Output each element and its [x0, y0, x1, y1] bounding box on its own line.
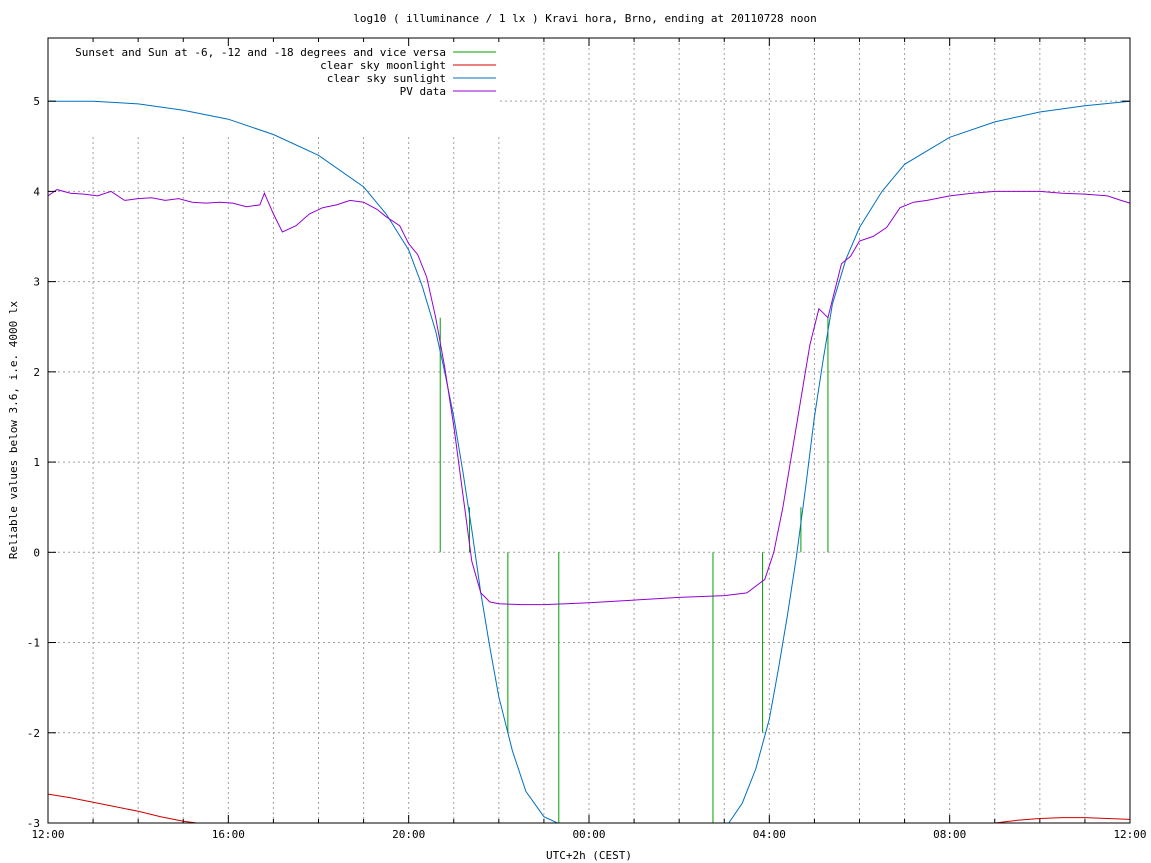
legend-label: clear sky sunlight — [327, 72, 446, 85]
y-tick-label: -2 — [27, 727, 40, 740]
series-3-line — [48, 100, 1131, 824]
series-2-line — [994, 817, 1131, 824]
chart-title: log10 ( illuminance / 1 lx ) Kravi hora,… — [353, 12, 817, 25]
y-tick-label: 3 — [33, 276, 40, 289]
x-axis-label: UTC+2h (CEST) — [546, 849, 632, 862]
x-tick-label: 12:00 — [31, 828, 64, 841]
x-tick-label: 00:00 — [572, 828, 605, 841]
y-tick-label: 5 — [33, 95, 40, 108]
plot-frame — [47, 37, 1131, 824]
y-tick-label: 4 — [33, 185, 40, 198]
series-4-line — [47, 189, 1131, 606]
x-tick-label: 16:00 — [212, 828, 245, 841]
y-tick-label: -1 — [27, 637, 40, 650]
x-tick-label: 08:00 — [933, 828, 966, 841]
legend: Sunset and Sun at -6, -12 and -18 degree… — [75, 46, 496, 98]
y-tick-label: 1 — [33, 456, 40, 469]
legend-label: clear sky moonlight — [320, 59, 446, 72]
y-tick-label: 0 — [33, 546, 40, 559]
x-tick-label: 04:00 — [753, 828, 786, 841]
y-tick-label: 2 — [33, 366, 40, 379]
y-axis-label: Reliable values below 3.6, i.e. 4000 lx — [7, 300, 20, 559]
axis-ticks: 12:00 16:00 20:00 00:00 04:00 08:00 12:00-3-2-… — [27, 38, 1147, 841]
series-layer — [47, 100, 1131, 824]
x-tick-label: 12:00 — [1113, 828, 1146, 841]
legend-label: Sunset and Sun at -6, -12 and -18 degree… — [75, 46, 446, 59]
legend-label: PV data — [400, 85, 446, 98]
x-tick-label: 20:00 — [392, 828, 425, 841]
grid-lines — [48, 38, 1130, 823]
series-2-line — [47, 793, 197, 824]
y-tick-label: -3 — [27, 817, 40, 830]
